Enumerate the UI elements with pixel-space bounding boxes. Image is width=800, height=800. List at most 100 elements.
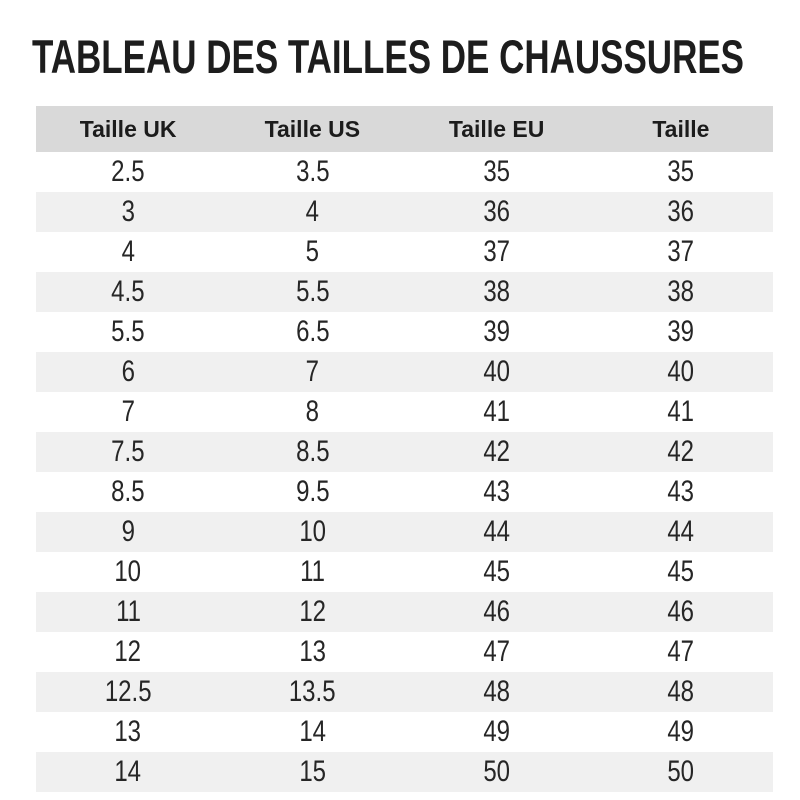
cell-value: 12 <box>299 595 326 628</box>
cell-value: 42 <box>483 435 510 468</box>
cell-value: 3 <box>121 195 135 228</box>
table-cell: 11 <box>220 552 404 592</box>
table-cell: 4.5 <box>36 272 220 312</box>
table-cell: 7 <box>36 392 220 432</box>
table-cell: 36 <box>589 192 773 232</box>
cell-value: 44 <box>483 515 510 548</box>
table-cell: 39 <box>589 312 773 352</box>
cell-value: 41 <box>667 395 695 428</box>
table-cell: 7.5 <box>36 432 220 472</box>
table-row: 6 7 40 40 <box>36 352 773 392</box>
cell-value: 47 <box>483 635 510 668</box>
table-cell: 48 <box>589 672 773 712</box>
table-cell: 10 <box>36 552 220 592</box>
cell-value: 8.5 <box>111 475 145 508</box>
page-title-graphic: TABLEAU DES TAILLES DE CHAUSSURES <box>32 30 744 83</box>
cell-value: 36 <box>483 195 510 228</box>
table-row: 11 12 46 46 <box>36 592 773 632</box>
table-cell: 37 <box>589 232 773 272</box>
cell-value: 41 <box>483 395 510 428</box>
cell-value: 6 <box>121 355 135 388</box>
table-cell: 46 <box>589 592 773 632</box>
cell-value: 12.5 <box>104 675 152 708</box>
cell-value: 50 <box>483 755 510 788</box>
table-row: 12.5 13.5 48 48 <box>36 672 773 712</box>
cell-value: 37 <box>483 235 510 268</box>
table-cell: 3.5 <box>220 152 404 192</box>
table-cell: 13 <box>36 712 220 752</box>
cell-value: 45 <box>667 555 695 588</box>
table-cell: 15 <box>220 752 404 792</box>
cell-value: 14 <box>114 755 142 788</box>
cell-value: 35 <box>667 155 695 188</box>
column-header-taille-us: Taille US <box>220 106 405 152</box>
table-cell: 6.5 <box>220 312 404 352</box>
table-cell: 3 <box>36 192 220 232</box>
table-cell: 49 <box>589 712 773 752</box>
table-cell: 45 <box>589 552 773 592</box>
cell-value: 39 <box>483 315 510 348</box>
table-cell: 12 <box>220 592 404 632</box>
cell-value: 5.5 <box>111 315 145 348</box>
table-cell: 40 <box>405 352 589 392</box>
table-cell: 46 <box>405 592 589 632</box>
cell-value: 42 <box>667 435 695 468</box>
table-cell: 42 <box>589 432 773 472</box>
table-cell: 50 <box>405 752 589 792</box>
table-row: 14 15 50 50 <box>36 752 773 792</box>
table-cell: 45 <box>405 552 589 592</box>
cell-value: 4 <box>121 235 135 268</box>
cell-value: 5.5 <box>295 275 330 308</box>
table-cell: 42 <box>405 432 589 472</box>
table-cell: 37 <box>405 232 589 272</box>
table-cell: 12.5 <box>36 672 220 712</box>
table-row: 4 5 37 37 <box>36 232 773 272</box>
size-chart-table: Taille UK Taille US Taille EU Taille 2.5… <box>36 106 773 792</box>
table-cell: 4 <box>36 232 220 272</box>
table-cell: 5.5 <box>220 272 404 312</box>
cell-value: 10 <box>299 515 326 548</box>
table-cell: 41 <box>589 392 773 432</box>
size-chart-container: Taille UK Taille US Taille EU Taille 2.5… <box>36 106 773 792</box>
cell-value: 46 <box>483 595 510 628</box>
cell-value: 12 <box>114 635 142 668</box>
table-cell: 7 <box>220 352 404 392</box>
table-cell: 35 <box>405 152 589 192</box>
table-cell: 14 <box>220 712 404 752</box>
table-row: 5.5 6.5 39 39 <box>36 312 773 352</box>
cell-value: 2.5 <box>111 155 145 188</box>
table-cell: 41 <box>405 392 589 432</box>
table-header-row: Taille UK Taille US Taille EU Taille <box>36 106 773 152</box>
cell-value: 13 <box>299 635 326 668</box>
cell-value: 48 <box>667 675 695 708</box>
cell-value: 50 <box>667 755 695 788</box>
cell-value: 37 <box>667 235 695 268</box>
table-cell: 43 <box>405 472 589 512</box>
table-cell: 44 <box>405 512 589 552</box>
cell-value: 11 <box>115 595 141 628</box>
table-cell: 38 <box>589 272 773 312</box>
table-head: Taille UK Taille US Taille EU Taille <box>36 106 773 152</box>
table-cell: 5.5 <box>36 312 220 352</box>
cell-value: 5 <box>305 235 320 268</box>
cell-value: 9.5 <box>295 475 330 508</box>
cell-value: 48 <box>483 675 510 708</box>
table-cell: 47 <box>405 632 589 672</box>
table-row: 13 14 49 49 <box>36 712 773 752</box>
table-cell: 5 <box>220 232 404 272</box>
cell-value: 9 <box>121 515 135 548</box>
cell-value: 39 <box>667 315 695 348</box>
table-cell: 44 <box>589 512 773 552</box>
table-row: 10 11 45 45 <box>36 552 773 592</box>
table-row: 3 4 36 36 <box>36 192 773 232</box>
cell-value: 38 <box>667 275 695 308</box>
table-row: 2.5 3.5 35 35 <box>36 152 773 192</box>
cell-value: 7 <box>121 395 135 428</box>
table-cell: 14 <box>36 752 220 792</box>
table-cell: 13 <box>220 632 404 672</box>
table-cell: 10 <box>220 512 404 552</box>
table-cell: 12 <box>36 632 220 672</box>
table-cell: 43 <box>589 472 773 512</box>
table-cell: 8.5 <box>220 432 404 472</box>
table-row: 8.5 9.5 43 43 <box>36 472 773 512</box>
